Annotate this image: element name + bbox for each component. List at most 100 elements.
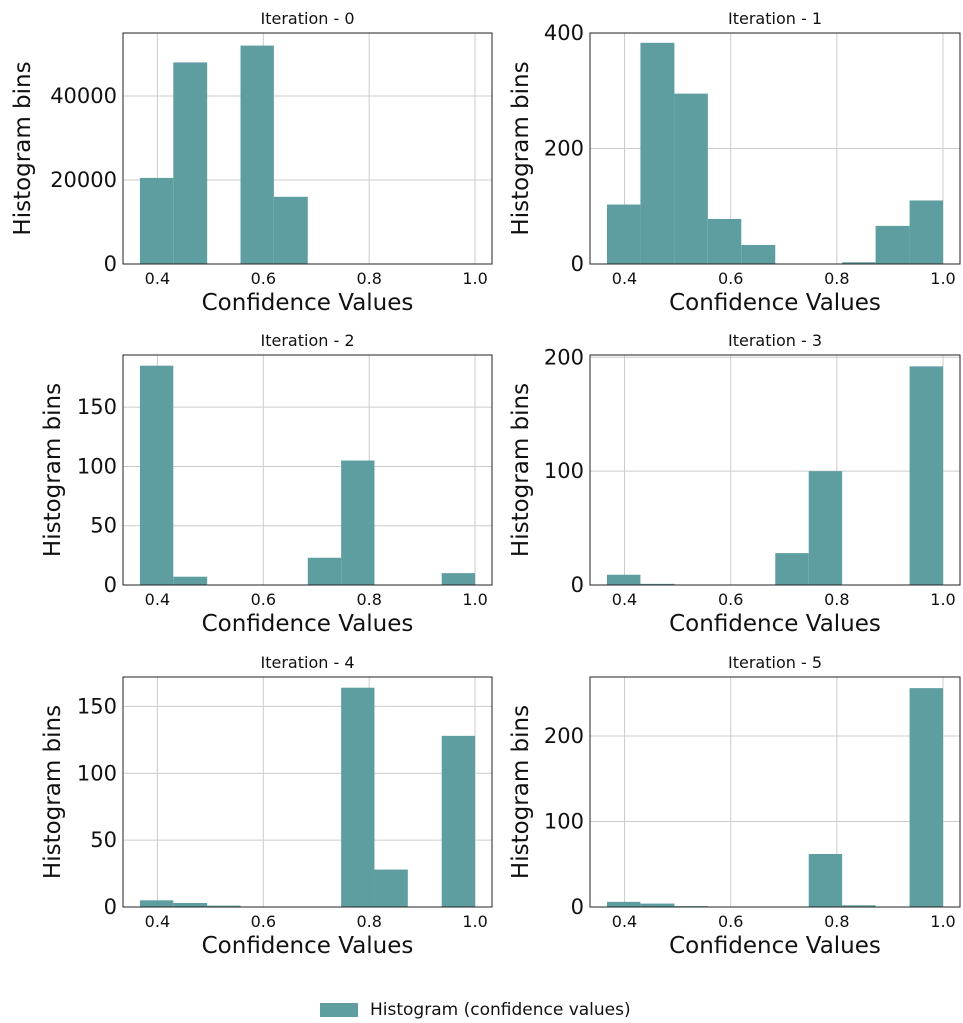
x-tick-label: 1.0	[930, 590, 955, 609]
histogram-bar	[341, 460, 375, 585]
x-tick-label: 1.0	[462, 590, 487, 609]
x-tick-label: 0.6	[251, 590, 276, 609]
plot-frame	[589, 354, 961, 586]
histogram-bar	[741, 244, 776, 264]
x-tick-label: 0.4	[145, 269, 170, 288]
histogram-bar	[606, 204, 641, 264]
histogram-bar	[173, 576, 208, 585]
y-tick-label: 40000	[50, 84, 117, 108]
y-tick-label: 100	[544, 459, 584, 483]
histogram-bar	[606, 901, 641, 907]
histogram-bar	[707, 218, 742, 264]
plot-frame	[589, 676, 961, 908]
x-tick-label: 1.0	[462, 269, 487, 288]
x-tick-label: 1.0	[930, 269, 955, 288]
legend-label: Histogram (confidence values)	[370, 1000, 631, 1020]
chart-title: Iteration - 2	[261, 331, 355, 350]
x-axis-label: Confidence Values	[669, 290, 881, 316]
plot-frame	[122, 676, 493, 908]
histogram-bar	[139, 177, 174, 264]
histogram-bar	[875, 225, 910, 264]
histogram-bar	[640, 903, 675, 907]
x-tick-label: 0.8	[824, 912, 849, 931]
y-axis-label: Histogram bins	[10, 61, 36, 235]
x-tick-label: 1.0	[462, 912, 487, 931]
x-tick-label: 1.0	[930, 912, 955, 931]
y-tick-label: 200	[544, 137, 584, 161]
plot-frame	[122, 354, 493, 586]
y-tick-label: 200	[544, 724, 584, 748]
y-tick-label: 150	[77, 395, 117, 419]
x-axis-label: Confidence Values	[202, 933, 414, 959]
x-axis-label: Confidence Values	[202, 611, 414, 637]
histogram-bar	[808, 853, 843, 907]
chart-title: Iteration - 1	[728, 9, 822, 28]
histogram-bar	[173, 902, 208, 907]
y-tick-label: 400	[544, 21, 584, 45]
x-tick-label: 0.4	[612, 912, 637, 931]
plot-frame	[589, 32, 961, 265]
y-axis-label: Histogram bins	[40, 705, 66, 879]
chart-title: Iteration - 5	[728, 653, 822, 672]
plot-frame	[122, 32, 493, 265]
x-tick-label: 0.4	[145, 912, 170, 931]
histogram-bar	[909, 688, 944, 907]
y-tick-label: 0	[104, 895, 117, 919]
histogram-bar	[139, 900, 174, 907]
x-tick-label: 0.8	[356, 590, 381, 609]
chart-panel-4: 0.4 0.6 0.8 1.0 0 50 100 150 Iteration - 4 Confid…	[40, 653, 493, 959]
chart-panel-3: 0.4 0.6 0.8 1.0 0 100 200 Iteration - 3 Confiden…	[508, 331, 961, 637]
x-axis-label: Confidence Values	[669, 933, 881, 959]
histogram-bar	[640, 583, 675, 585]
histogram-bar	[606, 574, 641, 585]
histogram-bar	[441, 735, 476, 907]
chart-panel-5: 0.4 0.6 0.8 1.0 0 100 200 Iteration - 5 Confiden…	[508, 653, 961, 959]
y-tick-label: 0	[571, 573, 584, 597]
x-tick-label: 0.4	[145, 590, 170, 609]
x-axis-label: Confidence Values	[202, 290, 414, 316]
x-axis-label: Confidence Values	[669, 611, 881, 637]
y-axis-label: Histogram bins	[508, 383, 534, 557]
histogram-bar	[307, 557, 342, 585]
histogram-bar	[842, 905, 876, 907]
y-tick-label: 0	[104, 252, 117, 276]
chart-title: Iteration - 0	[261, 9, 355, 28]
chart-panel-0: 0.4 0.6 0.8 1.0 0 20000 40000 Iteration - 0 Conf…	[10, 9, 493, 316]
x-tick-label: 0.8	[356, 912, 381, 931]
y-tick-label: 100	[544, 809, 584, 833]
y-tick-label: 0	[571, 252, 584, 276]
y-tick-label: 0	[571, 895, 584, 919]
y-tick-label: 150	[77, 694, 117, 718]
chart-panel-1: 0.4 0.6 0.8 1.0 0 200 400 Iteration - 1 Confiden…	[508, 9, 961, 316]
histogram-bar	[207, 905, 241, 907]
y-axis-label: Histogram bins	[508, 61, 534, 235]
x-tick-label: 0.6	[251, 912, 276, 931]
histogram-bar	[173, 62, 208, 265]
y-tick-label: 50	[90, 828, 117, 852]
histogram-bar	[674, 93, 708, 264]
y-tick-label: 20000	[50, 168, 117, 192]
histogram-bar	[341, 687, 375, 907]
x-tick-label: 0.6	[718, 912, 743, 931]
histogram-bar	[909, 200, 944, 264]
y-tick-label: 100	[77, 454, 117, 478]
legend-swatch	[320, 1003, 358, 1017]
histogram-bar	[909, 366, 944, 585]
histogram-bar	[842, 262, 876, 264]
x-tick-label: 0.6	[718, 269, 743, 288]
x-tick-label: 0.4	[612, 590, 637, 609]
x-tick-label: 0.6	[251, 269, 276, 288]
y-axis-label: Histogram bins	[40, 383, 66, 557]
chart-panel-2: 0.4 0.6 0.8 1.0 0 50 100 150 Iteration - 2 Confid…	[40, 331, 493, 637]
y-tick-label: 50	[90, 514, 117, 538]
histogram-bar	[808, 471, 843, 585]
histogram-bar	[240, 45, 274, 264]
chart-title: Iteration - 4	[261, 653, 355, 672]
x-tick-label: 0.8	[356, 269, 381, 288]
x-tick-label: 0.4	[612, 269, 637, 288]
y-tick-label: 100	[77, 761, 117, 785]
histogram-bar	[441, 573, 476, 585]
legend: Histogram (confidence values)	[320, 999, 631, 1021]
y-axis-label: Histogram bins	[508, 705, 534, 879]
